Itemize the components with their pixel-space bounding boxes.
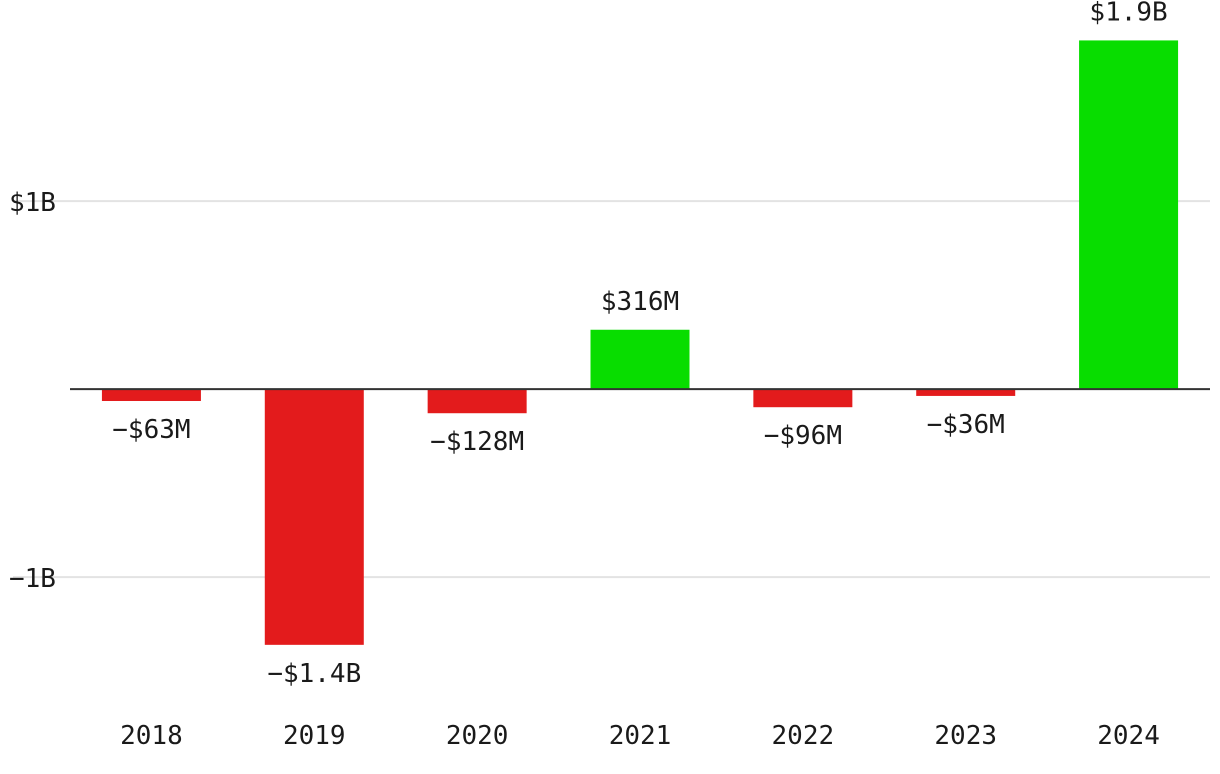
bars [101, 40, 1179, 645]
x-tick-label: 2022 [772, 721, 835, 751]
bar-2022 [753, 389, 853, 408]
data-label-2020: −$128M [430, 427, 524, 457]
y-tick-label: −1B [9, 564, 56, 594]
bar-2021 [590, 329, 690, 390]
bar-2023 [916, 389, 1016, 396]
data-labels: −$63M −$1.4B −$128M $316M −$96M −$36M $1.9B [112, 0, 1167, 689]
bar-2018 [101, 389, 201, 402]
data-label-2018: −$63M [112, 415, 190, 445]
data-label-2019: −$1.4B [267, 659, 361, 689]
bar-2019 [264, 389, 364, 645]
x-axis-tick-labels: 2018 2019 2020 2021 2022 2023 2024 [120, 721, 1160, 751]
x-tick-label: 2018 [120, 721, 183, 751]
data-label-2022: −$96M [764, 421, 842, 451]
y-tick-label: $1B [9, 188, 56, 218]
x-tick-label: 2023 [934, 721, 997, 751]
x-tick-label: 2021 [609, 721, 672, 751]
y-axis-tick-labels: $1B −1B [9, 188, 56, 594]
data-label-2024: $1.9B [1089, 0, 1167, 27]
bar-2024 [1079, 40, 1179, 390]
x-tick-label: 2024 [1097, 721, 1160, 751]
bar-2020 [427, 389, 527, 414]
x-tick-label: 2019 [283, 721, 346, 751]
x-tick-label: 2020 [446, 721, 509, 751]
gridlines [13, 200, 1210, 579]
data-label-2023: −$36M [927, 410, 1005, 440]
data-label-2021: $316M [601, 287, 679, 317]
